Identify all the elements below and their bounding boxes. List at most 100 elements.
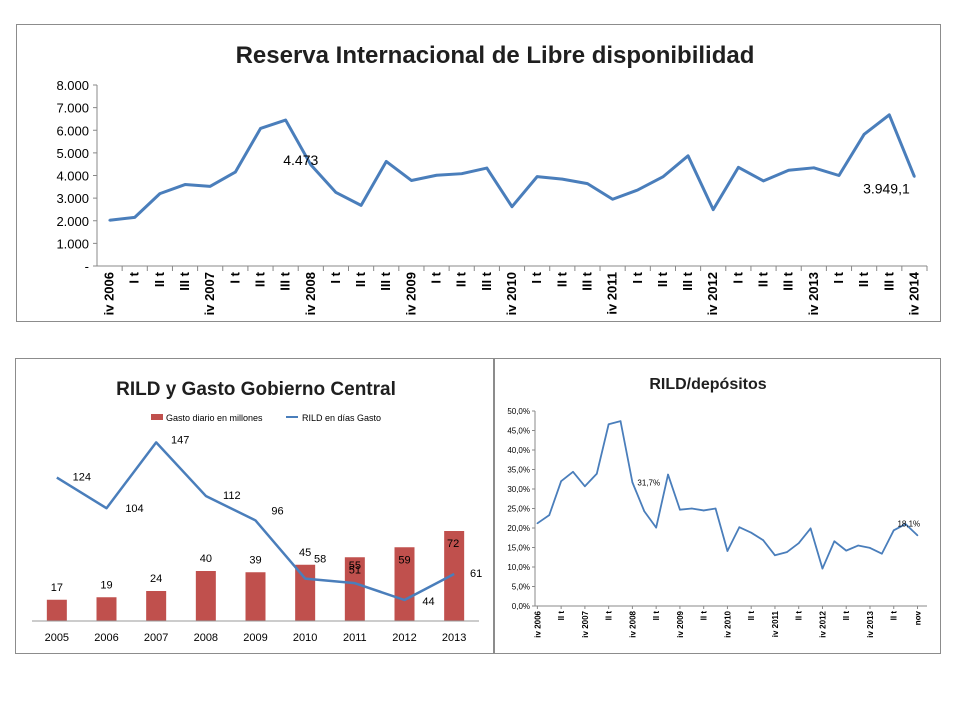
x-tick-label: II t (454, 271, 469, 287)
x-tick-label: iv 2009 (676, 610, 685, 637)
rild-line-chart: Reserva Internacional de Libre disponibi… (56, 42, 928, 315)
x-tick-label: I t (630, 271, 645, 283)
x-tick-label: III t (579, 271, 594, 290)
data-point (686, 154, 690, 158)
x-tick-label: II t (652, 611, 661, 621)
data-point (812, 166, 816, 170)
data-point (234, 170, 237, 174)
data-point (619, 420, 622, 422)
line-value-label: 147 (171, 434, 189, 446)
data-point (738, 526, 741, 529)
x-tick-label: nov (913, 610, 922, 625)
chart-panel-rild-depositos: RILD/depósitos 0,0% 5,0% 10,0% 15,0% 20,0% 25… (494, 358, 941, 654)
x-tick-label: I t (127, 271, 142, 283)
x-tick-label: II t (557, 611, 566, 621)
data-point (857, 544, 859, 547)
data-label: 4.473 (283, 152, 318, 168)
x-tick-label: III t (881, 271, 896, 290)
data-point (786, 551, 788, 553)
y-tick-label: 25,0% (507, 505, 530, 514)
x-tick-label: iv 2007 (581, 610, 590, 637)
x-tick-label: II t (856, 271, 871, 287)
data-point (584, 485, 586, 488)
bar-value-label: 39 (249, 554, 261, 566)
x-tick-label: I t (227, 271, 242, 283)
y-tick-label: 45,0% (507, 427, 530, 436)
data-label: 31,7% (637, 478, 660, 487)
data-point (904, 523, 907, 525)
x-tick-label: II t (890, 611, 899, 621)
bar-value-label: 51 (349, 564, 361, 576)
data-point (359, 204, 363, 207)
series-line (109, 113, 916, 222)
y-tick-label: 5,0% (512, 583, 530, 592)
y-tick-label: 0,0% (512, 602, 530, 611)
data-point (158, 192, 162, 195)
data-point (916, 534, 919, 537)
x-tick-label: iv 2014 (906, 271, 921, 315)
data-point (661, 175, 665, 179)
line-value-label: 124 (73, 472, 91, 484)
bar (195, 571, 216, 621)
data-point (809, 527, 812, 530)
bar-value-label: 24 (150, 573, 162, 585)
y-tick-label: - (85, 259, 89, 274)
x-tick-label: iv 2010 (723, 610, 732, 637)
data-point (691, 507, 693, 510)
y-tick-label: 2.000 (56, 214, 89, 229)
x-tick-label: 2006 (94, 632, 118, 644)
data-point (208, 185, 212, 188)
rild-depositos-line-chart: RILD/depósitos 0,0% 5,0% 10,0% 15,0% 20,0% 25… (507, 376, 927, 638)
x-tick-label: II t (152, 271, 167, 287)
y-tick-label: 4.000 (56, 169, 89, 184)
bar (96, 597, 117, 621)
data-point (259, 127, 262, 130)
data-point (108, 219, 111, 222)
x-tick-label: iv 2006 (533, 610, 542, 637)
data-point (881, 552, 883, 555)
data-point (636, 188, 639, 192)
data-point (548, 514, 551, 516)
data-point (485, 166, 489, 170)
x-tick-label: iv 2011 (771, 610, 780, 637)
legend-label-line: RILD en días Gasto (302, 413, 381, 423)
x-tick-label: III t (177, 271, 192, 290)
y-tick-label: 8.000 (56, 78, 89, 93)
data-point (862, 133, 866, 136)
x-tick-label: iv 2008 (628, 610, 637, 637)
bar (295, 564, 316, 621)
data-point (833, 540, 836, 543)
data-point (460, 172, 463, 175)
x-tick-label: iv 2006 (102, 272, 117, 315)
rild-gasto-combo-chart: RILD y Gasto Gobierno Central Gasto diar… (32, 379, 482, 644)
bar (444, 531, 465, 621)
y-tick-label: 1.000 (56, 236, 89, 251)
line-value-label: 44 (422, 596, 434, 608)
x-tick-label: 2008 (194, 632, 218, 644)
x-tick-label: III t (479, 271, 494, 290)
data-point (888, 113, 891, 117)
series-line (536, 420, 919, 570)
data-point (595, 472, 598, 475)
x-tick-label: II t (554, 271, 569, 287)
series-line (56, 441, 455, 602)
chart-title: RILD/depósitos (649, 376, 766, 393)
y-tick-label: 6.000 (56, 123, 89, 138)
bar (394, 547, 415, 621)
y-tick-label: 35,0% (507, 466, 530, 475)
data-point (892, 529, 895, 532)
x-tick-label: III t (278, 271, 293, 290)
x-tick-label: I t (831, 271, 846, 283)
legend-swatch-bars (151, 414, 163, 420)
x-tick-label: iv 2013 (806, 272, 821, 315)
data-point (183, 183, 187, 186)
y-tick-label: 10,0% (507, 563, 530, 572)
chart-title: RILD y Gasto Gobierno Central (116, 379, 396, 400)
data-point (679, 508, 681, 511)
x-tick-label: I t (328, 271, 343, 283)
y-tick-label: 5.000 (56, 146, 89, 161)
x-tick-label: 2010 (293, 632, 317, 644)
x-tick-label: 2012 (392, 632, 416, 644)
data-point (611, 198, 614, 201)
line-value-label: 55 (349, 560, 361, 572)
